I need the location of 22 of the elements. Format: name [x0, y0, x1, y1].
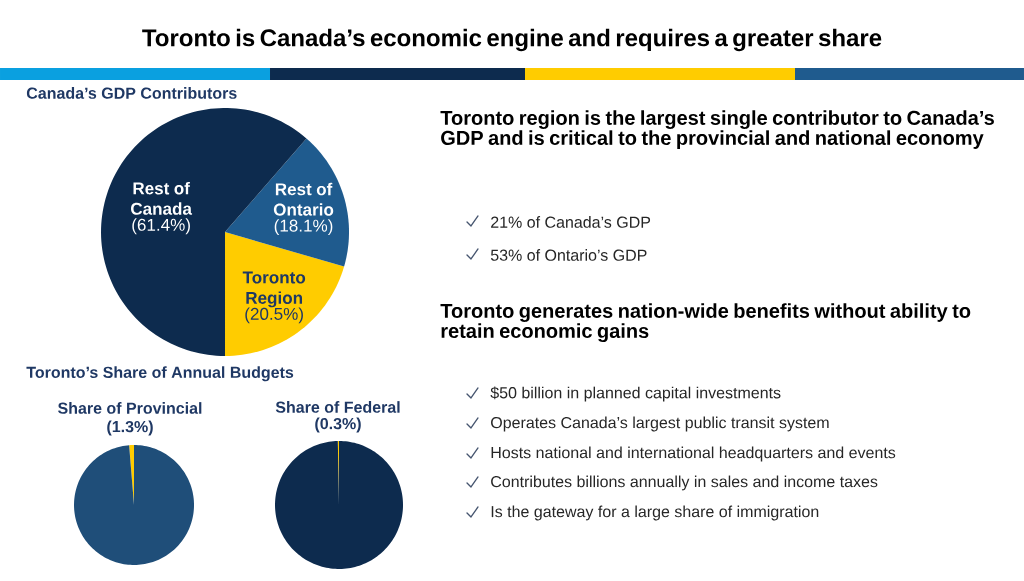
chart-subtitle: (0.3%): [315, 417, 361, 433]
text: 53% of Ontario’s GDP: [490, 249, 647, 261]
text: Contributes billions annually in sales and income taxes: [491, 475, 878, 491]
text: Toronto region is the largest single contributor to Canada’s GDP and is critical to the provincial and national economy: [440, 110, 994, 149]
chart-title: Share of Federal: [275, 401, 400, 413]
chart-title: Share of Provincial: [58, 402, 202, 414]
chart-title: Canada’s GDP Contributors: [26, 87, 237, 99]
text: 21% of Canada’s GDP: [491, 216, 651, 228]
text: Toronto’s Share of Annual Budgets: [26, 366, 294, 382]
text: Is the gateway for a large share of immigration: [491, 505, 819, 521]
text: $50 billion in planned capital investments: [490, 386, 781, 402]
text: Toronto generates nation-wide benefits without ability to retain economic gains: [440, 303, 971, 343]
data-label: (20.5%): [245, 307, 303, 324]
chart-subtitle: (1.3%): [107, 420, 153, 436]
text: Toronto is Canada’s economic engine and requires a greater share: [142, 28, 882, 52]
text: Hosts national and international headquarters and events: [491, 446, 896, 462]
slice-label: Rest of Canada: [131, 181, 193, 215]
data-label: (61.4%): [132, 218, 190, 235]
slice-label: Toronto Region: [242, 271, 306, 308]
text: Operates Canada’s largest public transit system: [491, 416, 829, 432]
slice-label: Rest of Ontario: [273, 182, 334, 216]
data-label: (18.1%): [274, 219, 333, 236]
